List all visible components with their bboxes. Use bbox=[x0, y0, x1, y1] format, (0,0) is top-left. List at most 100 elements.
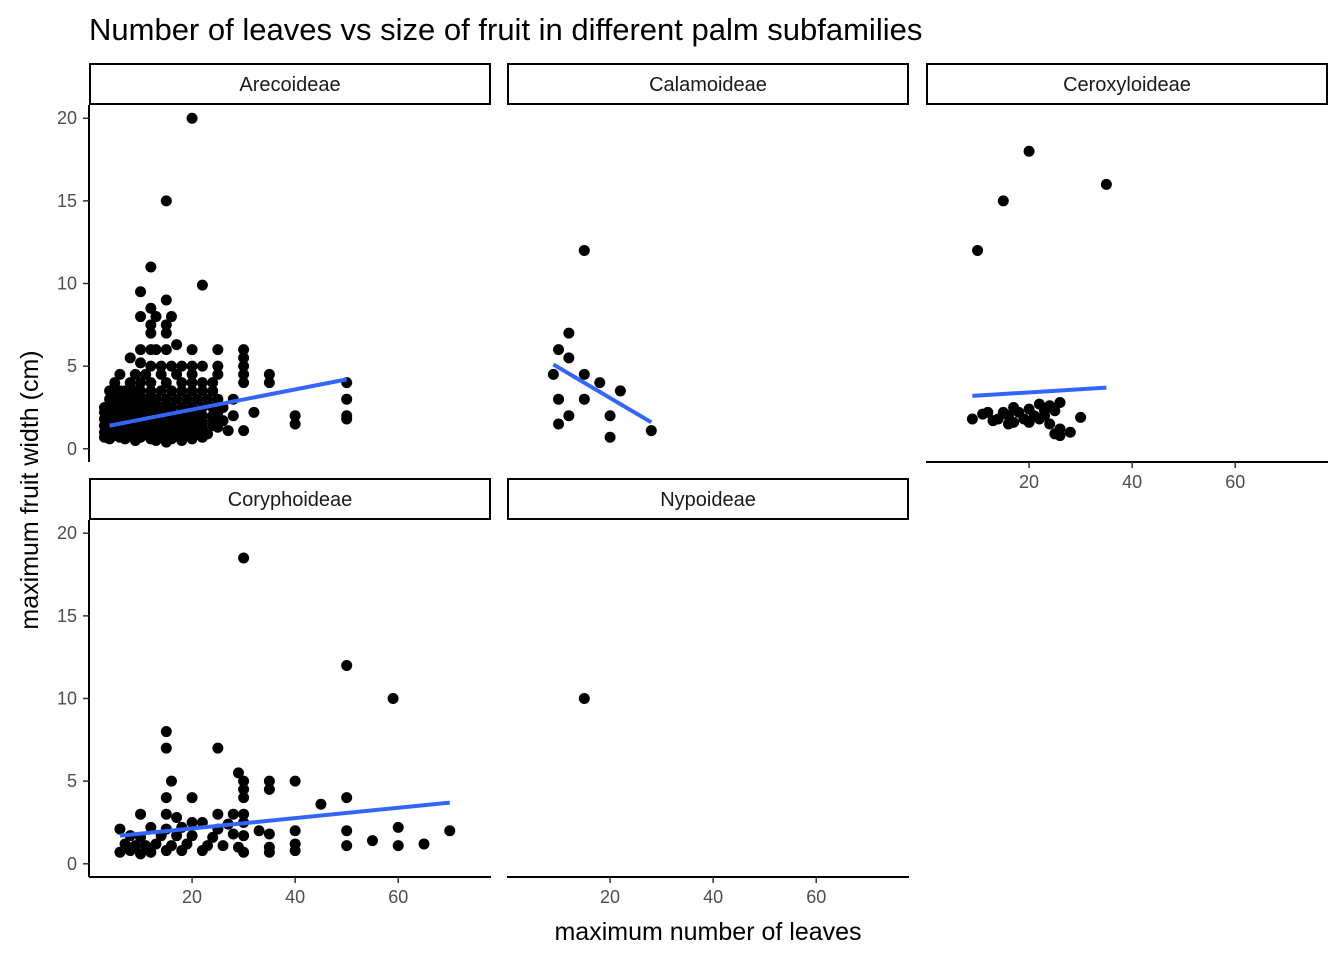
data-point bbox=[222, 425, 234, 437]
data-point bbox=[263, 377, 275, 389]
data-point bbox=[129, 368, 141, 380]
facet-strip bbox=[926, 63, 1328, 105]
data-point bbox=[614, 385, 626, 397]
data-point bbox=[563, 352, 575, 364]
data-point bbox=[165, 385, 177, 397]
facet-panel: Calamoideae bbox=[507, 63, 909, 443]
data-point bbox=[135, 385, 147, 397]
data-point bbox=[1054, 397, 1066, 408]
data-point bbox=[196, 377, 208, 389]
data-point bbox=[341, 792, 353, 804]
data-point bbox=[150, 838, 162, 850]
data-point bbox=[315, 798, 327, 810]
data-point bbox=[553, 393, 565, 405]
data-point bbox=[645, 425, 657, 437]
data-point bbox=[604, 431, 616, 443]
data-point bbox=[135, 311, 147, 323]
data-point bbox=[140, 368, 152, 380]
data-point bbox=[1044, 418, 1056, 430]
data-point bbox=[196, 431, 208, 443]
data-point bbox=[238, 830, 250, 842]
y-tick-label: 15 bbox=[57, 606, 77, 626]
data-point bbox=[212, 421, 224, 433]
facet-strip-label: Nypoideae bbox=[660, 489, 756, 511]
data-point bbox=[341, 413, 353, 425]
trend-line bbox=[972, 385, 1107, 398]
y-tick-label: 5 bbox=[67, 356, 77, 376]
data-point bbox=[176, 435, 188, 447]
data-point bbox=[135, 431, 147, 443]
data-point bbox=[289, 775, 301, 787]
data-point bbox=[171, 812, 183, 823]
data-point bbox=[145, 821, 157, 833]
data-point bbox=[135, 344, 147, 356]
data-point bbox=[160, 377, 172, 389]
data-point bbox=[238, 846, 250, 858]
data-point bbox=[263, 368, 275, 380]
data-point bbox=[176, 385, 188, 397]
data-point bbox=[997, 195, 1009, 207]
data-point bbox=[145, 319, 157, 331]
data-point bbox=[547, 368, 559, 380]
facet-panel: Coryphoideae 20 40 60 0 5 10 15 20 bbox=[57, 478, 491, 907]
data-point bbox=[1002, 418, 1014, 430]
data-point bbox=[212, 808, 224, 820]
data-point bbox=[563, 410, 575, 422]
data-point bbox=[578, 693, 590, 704]
data-point bbox=[160, 742, 172, 754]
data-point bbox=[248, 406, 260, 418]
data-point bbox=[196, 845, 208, 857]
data-point bbox=[135, 848, 147, 860]
data-point bbox=[145, 327, 157, 339]
data-point bbox=[181, 393, 193, 405]
data-point bbox=[553, 418, 565, 430]
data-point bbox=[196, 360, 208, 372]
facet-strip-label: Arecoideae bbox=[239, 74, 340, 96]
x-tick-label: 60 bbox=[806, 887, 826, 907]
data-point bbox=[227, 808, 239, 820]
data-point bbox=[196, 385, 208, 397]
data-point bbox=[124, 845, 136, 857]
data-point bbox=[165, 775, 177, 787]
data-point bbox=[186, 377, 198, 389]
data-point bbox=[212, 742, 224, 754]
data-point bbox=[253, 825, 265, 837]
data-point bbox=[171, 393, 183, 405]
data-point bbox=[155, 368, 167, 380]
data-point bbox=[238, 368, 250, 380]
data-point bbox=[186, 816, 198, 828]
data-point bbox=[160, 319, 172, 331]
facet-strip bbox=[507, 63, 909, 105]
data-point bbox=[176, 360, 188, 372]
data-point bbox=[124, 352, 136, 364]
data-point bbox=[392, 821, 404, 833]
data-point bbox=[160, 344, 172, 356]
data-point bbox=[150, 311, 162, 323]
data-point bbox=[212, 368, 224, 380]
data-point bbox=[387, 693, 399, 704]
data-point bbox=[155, 360, 167, 372]
data-point bbox=[217, 840, 229, 852]
data-point bbox=[263, 828, 275, 840]
data-point bbox=[145, 302, 157, 314]
y-tick-label: 15 bbox=[57, 191, 77, 211]
data-point bbox=[341, 825, 353, 837]
data-point bbox=[186, 360, 198, 372]
facet-panel: Arecoideae 0 5 10 15 20 bbox=[57, 63, 491, 462]
data-point bbox=[232, 767, 244, 779]
facet-strip-label: Ceroxyloideae bbox=[1063, 74, 1191, 96]
data-point bbox=[160, 792, 172, 804]
data-point bbox=[966, 413, 978, 425]
data-point bbox=[145, 377, 157, 389]
data-point bbox=[594, 377, 606, 389]
data-point bbox=[578, 244, 590, 256]
x-tick-label: 40 bbox=[703, 887, 723, 907]
data-point bbox=[135, 357, 147, 369]
y-tick-label: 5 bbox=[67, 771, 77, 791]
data-point bbox=[207, 385, 219, 397]
data-point bbox=[160, 393, 172, 405]
data-point bbox=[578, 368, 590, 380]
facet-strip-label: Calamoideae bbox=[649, 74, 767, 96]
data-point bbox=[186, 368, 198, 380]
